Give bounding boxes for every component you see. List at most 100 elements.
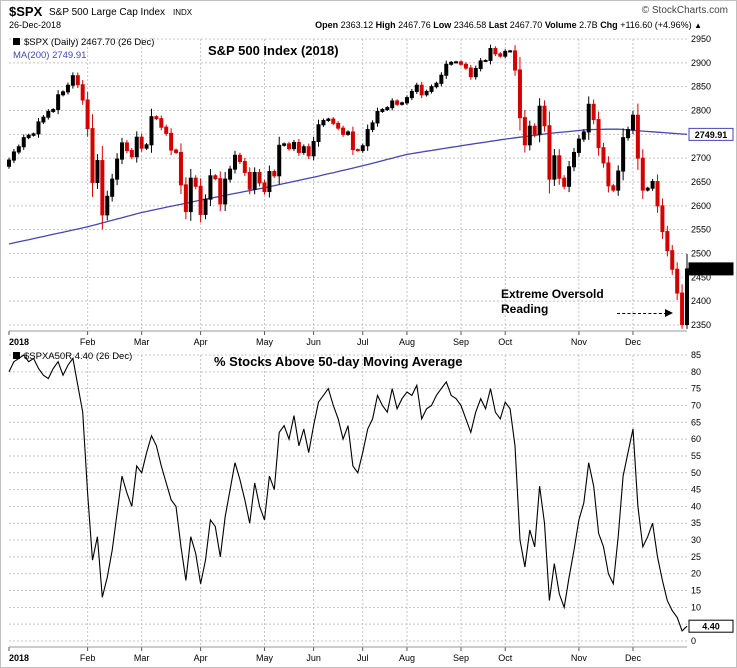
x-axis-month-label: Sep: [453, 337, 469, 347]
y-axis-tick-label: 45: [691, 485, 701, 495]
candle-body: [134, 136, 139, 158]
candle-body: [572, 151, 576, 168]
ma-legend: MA(200) 2749.91: [13, 50, 86, 61]
candle-body: [306, 146, 311, 157]
candle-body: [26, 134, 31, 139]
candle-body: [120, 142, 124, 160]
candle-body: [581, 131, 586, 140]
candle-body: [257, 171, 262, 184]
x-axis-month-label: Aug: [399, 337, 415, 347]
candle-body: [517, 69, 522, 119]
candle-body: [178, 151, 183, 186]
candle-body: [419, 84, 424, 96]
candle-body: [557, 155, 562, 179]
series-swatch-icon: [13, 352, 20, 359]
candle-body: [272, 171, 277, 177]
symbol-ticker: $SPX: [9, 4, 43, 19]
candle-body: [537, 105, 542, 135]
quote-label: High: [375, 20, 399, 30]
candle-body: [56, 94, 61, 111]
candle-body: [321, 120, 326, 126]
candle-body: [75, 75, 80, 86]
ma200-line: [8, 128, 688, 245]
oversold-annotation-line2: Reading: [501, 302, 549, 316]
ma-legend-label: MA(200) 2749.91: [13, 50, 87, 61]
candle-body: [287, 143, 292, 150]
candle-body: [454, 61, 459, 64]
x-axis-month-label: Nov: [571, 337, 588, 347]
candle-body: [164, 126, 169, 134]
candle-body: [468, 67, 473, 78]
symbol-exchange: INDX: [173, 8, 193, 17]
y-axis-tick-label: 2450: [691, 272, 711, 282]
candle-body: [611, 185, 616, 191]
candle-body: [193, 177, 198, 187]
candle-body: [630, 114, 635, 131]
last-value-box: [688, 619, 734, 633]
candle-body: [85, 99, 90, 130]
y-axis-tick-label: 50: [691, 468, 701, 478]
candle-body: [61, 91, 66, 96]
candle-body: [626, 129, 631, 139]
indicator-legend: $SPXA50R 4.40 (26 Dec): [13, 351, 132, 362]
candle-body: [567, 166, 572, 187]
candle-body: [95, 160, 100, 183]
x-axis-month-label: Feb: [80, 653, 96, 663]
candle-body: [124, 142, 129, 152]
x-axis-month-label: Oct: [498, 337, 513, 347]
candle-body: [591, 103, 596, 121]
x-axis-month-label: Apr: [194, 337, 208, 347]
candle-body: [218, 178, 223, 205]
x-axis-month-label: Aug: [399, 653, 415, 663]
candle-body: [680, 292, 685, 326]
candle-body: [159, 118, 164, 128]
candle-body: [670, 250, 675, 270]
y-axis-tick-label: 40: [691, 501, 701, 511]
x-axis-month-label: Jun: [306, 653, 321, 663]
y-axis-tick-label: 70: [691, 400, 701, 410]
candle-body: [395, 100, 400, 105]
candle-body: [100, 160, 105, 216]
change-up-arrow-icon: ▲: [694, 21, 702, 30]
last-value-label: 2467.70: [695, 264, 728, 274]
candle-body: [576, 138, 581, 153]
y-axis-tick-label: 15: [691, 586, 701, 596]
quote-label: Chg: [600, 20, 621, 30]
candle-body: [105, 195, 110, 216]
candle-body: [70, 75, 75, 86]
candle-body: [262, 182, 267, 193]
x-axis-month-label: May: [256, 653, 274, 663]
candle-body: [203, 198, 208, 215]
quote-value: +116.60 (+4.96%): [620, 20, 695, 30]
series-swatch-icon: [13, 38, 20, 45]
candle-body: [552, 155, 557, 180]
candle-body: [449, 61, 454, 65]
y-axis-tick-label: 2500: [691, 249, 711, 259]
candle-body: [51, 109, 56, 112]
candle-body: [346, 131, 350, 135]
candle-body: [311, 140, 316, 157]
candle-body: [233, 154, 237, 170]
candle-body: [65, 84, 70, 93]
candle-body: [488, 48, 493, 61]
y-axis-tick-label: 65: [691, 417, 701, 427]
y-axis-tick-label: 2850: [691, 82, 711, 92]
candle-body: [463, 63, 468, 69]
candle-body: [542, 105, 547, 127]
candle-body: [16, 146, 21, 153]
candle-body: [370, 122, 375, 131]
candle-body: [640, 157, 645, 191]
quote-value: 2363.12: [340, 20, 376, 30]
candle-body: [360, 145, 365, 152]
price-chart-canvas: 2350240024502500255026002650270027502800…: [7, 34, 734, 347]
candle-body: [498, 53, 503, 57]
candle-body: [80, 84, 85, 101]
candle-body: [213, 175, 218, 180]
candle-body: [341, 127, 346, 135]
candle-body: [621, 137, 626, 172]
candle-body: [655, 181, 660, 207]
candle-body: [36, 121, 41, 135]
y-axis-tick-label: 2700: [691, 153, 711, 163]
indicator-chart-title: % Stocks Above 50-day Moving Average: [214, 354, 463, 369]
